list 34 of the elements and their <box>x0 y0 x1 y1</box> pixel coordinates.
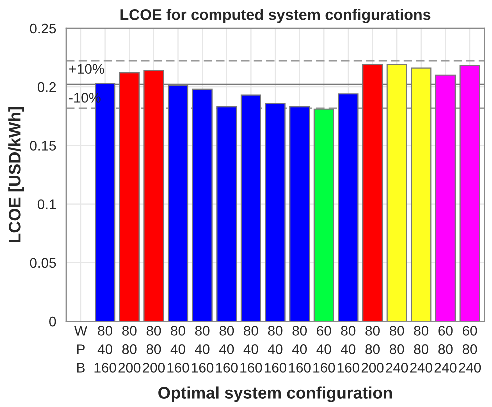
y-tick-label: 0.1 <box>38 200 56 210</box>
y-tick-label: 0.05 <box>30 258 56 268</box>
bar <box>240 94 262 322</box>
bar <box>265 102 286 322</box>
x-tick-label: 80 80 240 <box>410 326 432 373</box>
chart-title: LCOE for computed system configurations <box>120 9 431 24</box>
y-tick-label: 0 <box>50 316 56 327</box>
x-tick-label: 60 80 240 <box>459 326 482 373</box>
y-tick-label: 0.2 <box>38 82 56 92</box>
x-axis-title: Optimal system configuration <box>158 386 392 402</box>
bar <box>192 88 213 322</box>
x-tick-label: 80 80 200 <box>143 326 165 373</box>
y-axis-title: LCOE [USD/kWh] <box>8 107 24 242</box>
x-tick-label: 80 40 160 <box>94 326 116 373</box>
x-tick-label: W P B <box>74 326 88 373</box>
y-tick-label: 0.15 <box>30 141 56 151</box>
annotation: +10% <box>70 64 104 74</box>
bar <box>338 94 359 322</box>
bar <box>290 106 310 322</box>
x-tick-label: 80 40 160 <box>289 326 311 373</box>
x-tick-label: 80 40 160 <box>338 326 360 373</box>
x-tick-label: 80 40 160 <box>216 326 238 373</box>
y-tick-label: 0.25 <box>30 24 56 34</box>
x-tick-label: 80 80 200 <box>118 326 141 373</box>
x-tick-label: 80 40 160 <box>264 326 287 373</box>
x-tick-label: 80 80 240 <box>386 326 408 373</box>
x-tick-label: 80 80 200 <box>362 326 384 373</box>
x-tick-label: 80 40 160 <box>240 326 262 373</box>
x-tick-label: 80 40 160 <box>168 326 190 373</box>
bar <box>314 108 334 322</box>
x-tick-label: 60 80 240 <box>434 326 457 373</box>
x-tick-label: 80 40 160 <box>192 326 214 373</box>
x-tick-label: 60 40 160 <box>314 326 336 373</box>
bar <box>216 106 238 322</box>
